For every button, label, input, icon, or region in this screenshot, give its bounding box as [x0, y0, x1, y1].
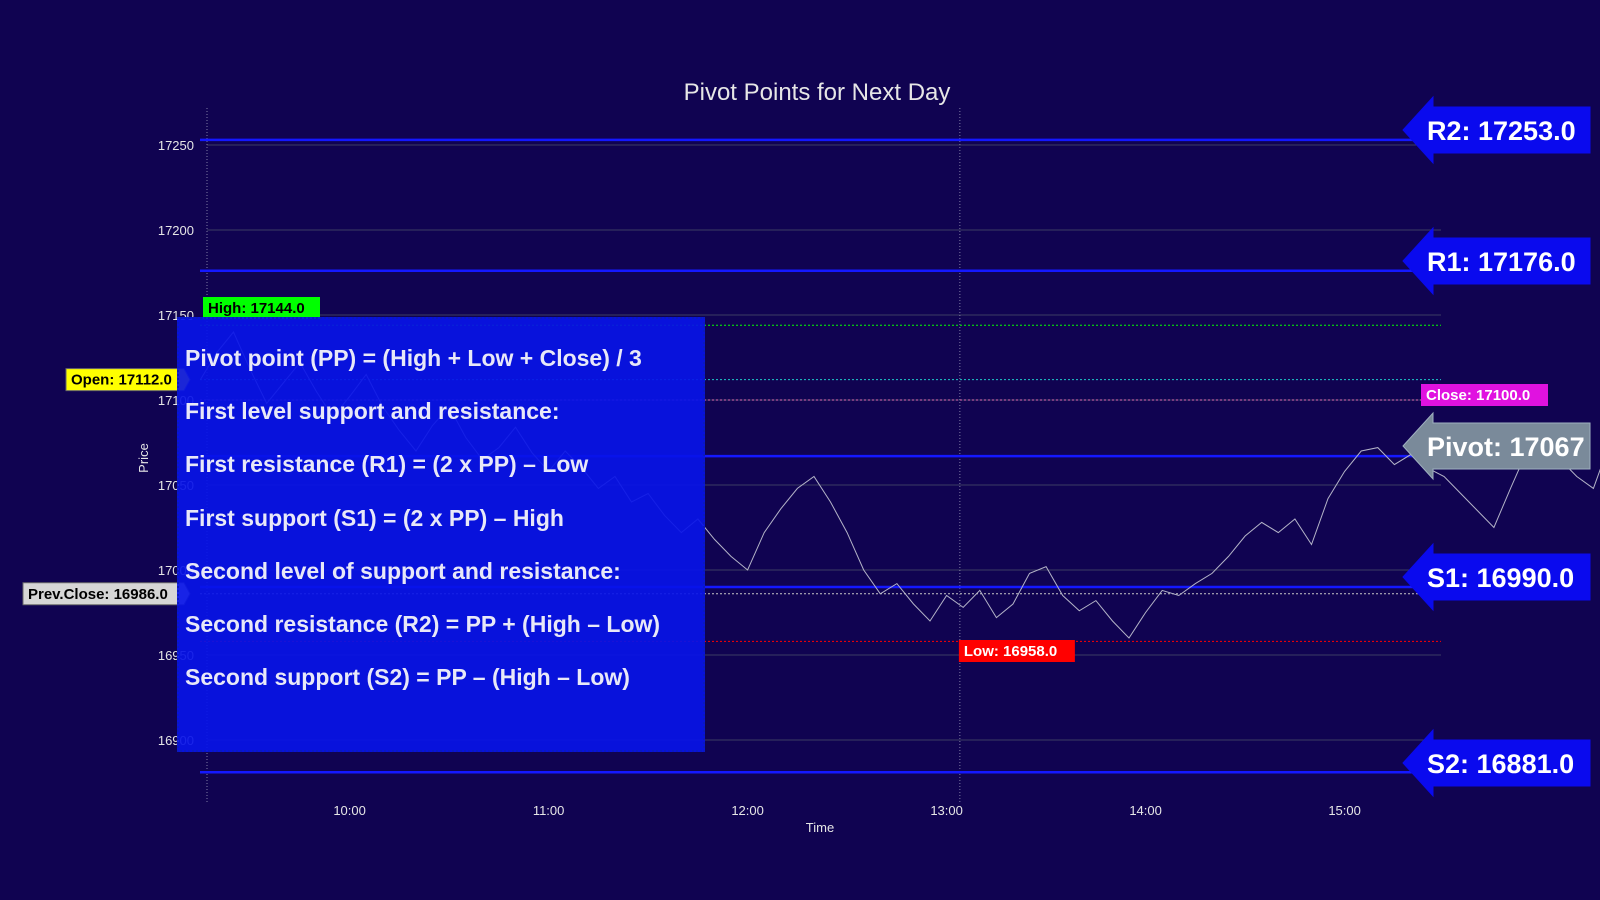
- open-tag: Open: 17112.0: [65, 368, 191, 392]
- low-tag-box: [958, 640, 1075, 662]
- arrow-pivot-label: Pivot: 17067: [1427, 432, 1585, 462]
- arrow-r2: R2: 17253.0: [1402, 95, 1591, 165]
- x-tick-label: 10:00: [333, 803, 366, 818]
- low-tag: Low: 16958.0: [958, 640, 1075, 662]
- x-tick-label: 13:00: [930, 803, 963, 818]
- arrow-s2: S2: 16881.0: [1402, 728, 1591, 798]
- formula-s1: First support (S1) = (2 x PP) – High: [185, 504, 564, 531]
- level-arrows: R2: 17253.0 R1: 17176.0 Pivot: 17067 S1: 16…: [1402, 95, 1591, 798]
- arrow-r1-label: R1: 17176.0: [1427, 247, 1576, 277]
- high-tag-label: High: 17144.0: [208, 300, 305, 317]
- x-tick-label: 15:00: [1328, 803, 1361, 818]
- low-tag-label: Low: 16958.0: [964, 643, 1057, 660]
- arrow-pivot: Pivot: 17067: [1402, 411, 1591, 481]
- high-tag-box: [203, 297, 320, 319]
- y-tick-label: 17250: [158, 138, 194, 153]
- arrow-r1: R1: 17176.0: [1402, 226, 1591, 296]
- x-axis-ticks: 10:00 11:00 12:00 13:00 14:00 15:00: [333, 803, 1361, 818]
- formula-first-level-heading: First level support and resistance:: [185, 398, 560, 425]
- arrow-s1-label: S1: 16990.0: [1427, 563, 1574, 593]
- prev-close-tag-label: Prev.Close: 16986.0: [28, 586, 168, 603]
- x-axis-label: Time: [806, 820, 834, 835]
- open-tag-label: Open: 17112.0: [71, 372, 172, 389]
- formula-pivot: Pivot point (PP) = (High + Low + Close) …: [185, 345, 642, 371]
- x-tick-label: 12:00: [731, 803, 764, 818]
- formula-box: Pivot point (PP) = (High + Low + Close) …: [177, 317, 705, 752]
- close-tag-box: [1421, 384, 1548, 406]
- arrow-r2-label: R2: 17253.0: [1427, 116, 1576, 146]
- formula-second-level-heading: Second level of support and resistance:: [185, 557, 621, 584]
- arrow-pivot-shape: [1402, 411, 1591, 481]
- high-tag: High: 17144.0: [203, 297, 320, 319]
- y-tick-label: 17200: [158, 223, 194, 238]
- arrow-s1-shape: [1402, 542, 1591, 612]
- arrow-s2-shape: [1402, 728, 1591, 798]
- chart-title: Pivot Points for Next Day: [684, 79, 951, 106]
- formula-r1: First resistance (R1) = (2 x PP) – Low: [185, 451, 589, 478]
- arrow-r1-shape: [1402, 226, 1591, 296]
- formula-r2: Second resistance (R2) = PP + (High – Lo…: [185, 610, 661, 637]
- y-axis-label: Price: [136, 443, 151, 473]
- close-tag-label: Close: 17100.0: [1426, 387, 1530, 404]
- arrow-r2-shape: [1402, 95, 1591, 165]
- arrow-s1: S1: 16990.0: [1402, 542, 1591, 612]
- formula-s2: Second support (S2) = PP – (High – Low): [185, 664, 630, 691]
- x-tick-label: 14:00: [1129, 803, 1162, 818]
- close-tag: Close: 17100.0: [1421, 384, 1548, 406]
- arrow-s2-label: S2: 16881.0: [1427, 749, 1574, 779]
- x-tick-label: 11:00: [533, 803, 565, 818]
- price-markers: High: 17144.0 Low: 16958.0 Close: 17100.0 O…: [22, 297, 1548, 662]
- prev-close-tag: Prev.Close: 16986.0: [22, 582, 191, 606]
